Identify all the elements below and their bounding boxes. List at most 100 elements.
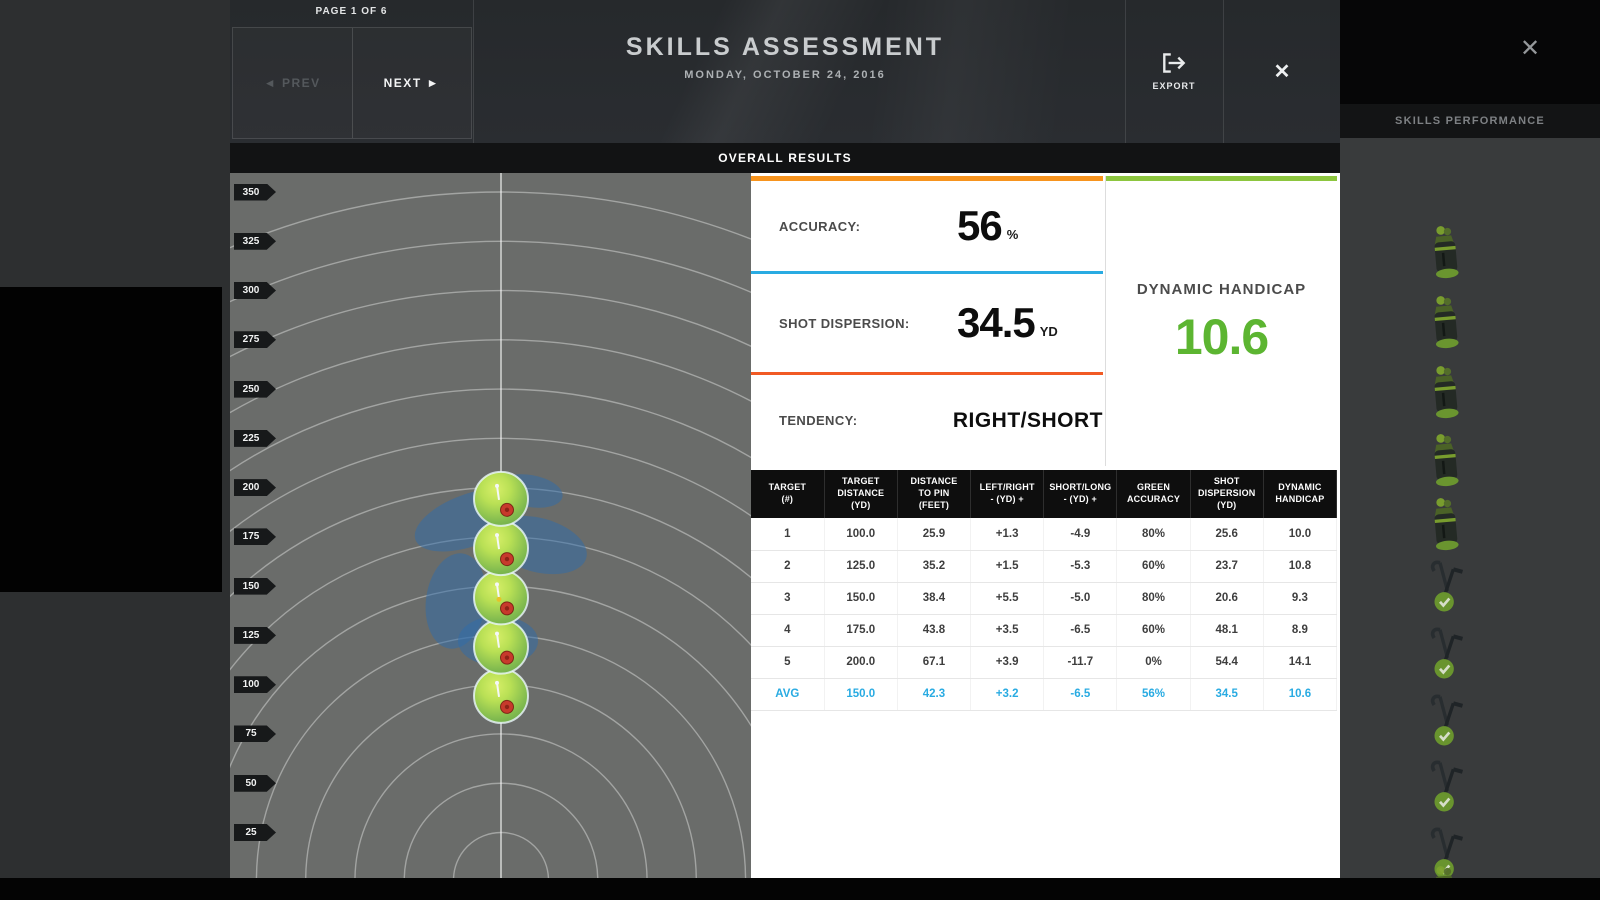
distance-badge: 250	[234, 380, 276, 398]
golf-bag-icon[interactable]	[1425, 362, 1465, 420]
orange-divider	[751, 372, 1103, 375]
accuracy-unit: %	[1006, 226, 1019, 242]
column-header: TARGET (#)	[751, 470, 825, 518]
skills-assessment-window: PAGE 1 OF 6 ◄ PREV NEXT ► SKILLS ASSESSM…	[230, 0, 1340, 878]
golf-bag-icon[interactable]	[1425, 494, 1465, 552]
distance-badge: 100	[234, 676, 276, 694]
golf-clubs-icon[interactable]	[1425, 557, 1465, 615]
table-cell: 34.5	[1190, 678, 1264, 711]
table-cell: 8.9	[1263, 614, 1338, 647]
results-panel: ACCURACY: 56 % SHOT DISPERSION: 34.5 YD	[751, 173, 1340, 878]
pin-icon	[496, 534, 500, 550]
close-button[interactable]: ✕	[1224, 0, 1340, 143]
column-header: DISTANCE TO PIN (FEET)	[897, 470, 972, 518]
session-date: MONDAY, OCTOBER 24, 2016	[684, 69, 886, 81]
window-header: PAGE 1 OF 6 ◄ PREV NEXT ► SKILLS ASSESSM…	[230, 0, 1340, 143]
golf-bag-icon[interactable]	[1425, 292, 1465, 350]
pin-icon	[496, 584, 500, 599]
table-cell: 150.0	[824, 678, 898, 711]
average-landing-dot-center	[504, 704, 510, 710]
accuracy-label: ACCURACY:	[779, 218, 861, 234]
golf-bag-icon[interactable]	[1425, 222, 1465, 280]
skills-performance-sidebar: ✕ SKILLS PERFORMANCE	[1340, 0, 1600, 880]
shot-dispersion-unit: YD	[1039, 323, 1058, 339]
table-cell: 23.7	[1190, 550, 1264, 583]
column-header: DYNAMIC HANDICAP	[1263, 470, 1338, 518]
distance-badge: 200	[234, 479, 276, 497]
distance-badge: 75	[234, 725, 276, 743]
prev-button[interactable]: ◄ PREV	[233, 28, 353, 138]
table-cell: -11.7	[1043, 646, 1118, 679]
average-landing-dot-center	[504, 655, 510, 660]
table-cell: +5.5	[970, 582, 1045, 615]
pagination: ◄ PREV NEXT ►	[232, 27, 472, 139]
target-green	[473, 470, 529, 527]
average-landing-dot-center	[504, 606, 510, 611]
average-landing-dot-center	[504, 507, 510, 513]
pin-flag-icon	[495, 582, 499, 587]
section-header: OVERALL RESULTS	[230, 143, 1340, 173]
sidebar-close-icon[interactable]: ✕	[1512, 30, 1548, 66]
golf-clubs-icon[interactable]	[1425, 757, 1465, 815]
table-row: 5 200.0 67.1 +3.9 -11.7 0% 54.4 14.1	[751, 646, 1338, 679]
section-header-label: OVERALL RESULTS	[718, 151, 852, 165]
table-cell: 200.0	[824, 646, 898, 679]
pin-base-dot	[496, 596, 502, 602]
accuracy-valwrap: 56 %	[957, 202, 1019, 250]
table-cell: AVG	[751, 678, 825, 711]
table-cell: +1.5	[970, 550, 1045, 583]
close-icon: ✕	[1273, 61, 1291, 83]
export-button[interactable]: EXPORT	[1126, 0, 1222, 143]
distance-badge: 125	[234, 626, 276, 644]
tendency-row: TENDENCY: RIGHT/SHORT	[751, 375, 1103, 466]
golf-clubs-icon[interactable]	[1425, 691, 1465, 749]
accuracy-value: 56	[957, 202, 1003, 250]
next-button[interactable]: NEXT ►	[353, 28, 472, 138]
table-header-row: TARGET (#) TARGET DISTANCE (YD) DISTANCE T…	[751, 470, 1338, 518]
pin-icon	[496, 485, 500, 500]
table-cell: 25.9	[897, 518, 972, 551]
target-green	[473, 569, 529, 626]
pin-icon	[496, 682, 500, 698]
results-table: TARGET (#) TARGET DISTANCE (YD) DISTANCE T…	[751, 470, 1338, 711]
page-indicator: PAGE 1 OF 6	[315, 6, 388, 17]
bottom-bar	[0, 878, 1600, 900]
table-cell: 125.0	[824, 550, 898, 583]
target-green	[473, 520, 529, 577]
table-cell: 2	[751, 550, 825, 583]
export-label: EXPORT	[1152, 81, 1196, 91]
table-cell: 42.3	[897, 678, 972, 711]
pin-icon	[496, 633, 500, 648]
column-header: SHOT DISPERSION (YD)	[1190, 470, 1264, 518]
table-cell: +3.5	[970, 614, 1045, 647]
background-left-strip	[0, 0, 230, 878]
background-window	[0, 287, 222, 592]
table-cell: +3.2	[970, 678, 1045, 711]
pin-flag-icon	[495, 483, 499, 488]
table-cell: 9.3	[1263, 582, 1338, 615]
table-cell: 67.1	[897, 646, 972, 679]
dynamic-handicap-cell: DYNAMIC HANDICAP 10.6	[1106, 176, 1337, 466]
distance-badge: 350	[234, 183, 276, 201]
table-cell: +1.3	[970, 518, 1045, 551]
table-cell: 10.8	[1263, 550, 1338, 583]
table-avg-row: AVG 150.0 42.3 +3.2 -6.5 56% 34.5 10.6	[751, 678, 1338, 711]
table-cell: 25.6	[1190, 518, 1264, 551]
column-header: LEFT/RIGHT - (YD) +	[970, 470, 1045, 518]
pin-flag-icon	[495, 680, 499, 685]
table-cell: 48.1	[1190, 614, 1264, 647]
accuracy-row: ACCURACY: 56 %	[751, 181, 1103, 271]
table-cell: 10.6	[1263, 678, 1338, 711]
table-row: 2 125.0 35.2 +1.5 -5.3 60% 23.7 10.8	[751, 550, 1338, 583]
export-icon	[1163, 53, 1186, 73]
table-cell: +3.9	[970, 646, 1045, 679]
golf-bag-icon[interactable]	[1425, 430, 1465, 488]
golf-clubs-icon[interactable]	[1425, 624, 1465, 682]
table-cell: 100.0	[824, 518, 898, 551]
distance-badge: 50	[234, 774, 276, 792]
sidebar-title: SKILLS PERFORMANCE	[1340, 104, 1600, 138]
sidebar-top: ✕	[1340, 0, 1600, 104]
table-cell: 54.4	[1190, 646, 1264, 679]
dispersion-chart-canvas	[230, 173, 751, 878]
pin-flag-icon	[495, 631, 499, 636]
